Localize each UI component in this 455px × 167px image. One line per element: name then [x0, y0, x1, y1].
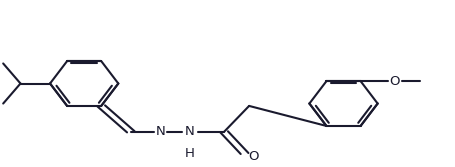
Text: N: N: [156, 125, 165, 138]
Text: O: O: [389, 75, 400, 88]
Text: N: N: [185, 125, 195, 138]
Text: O: O: [248, 150, 259, 163]
Text: H: H: [185, 147, 195, 160]
